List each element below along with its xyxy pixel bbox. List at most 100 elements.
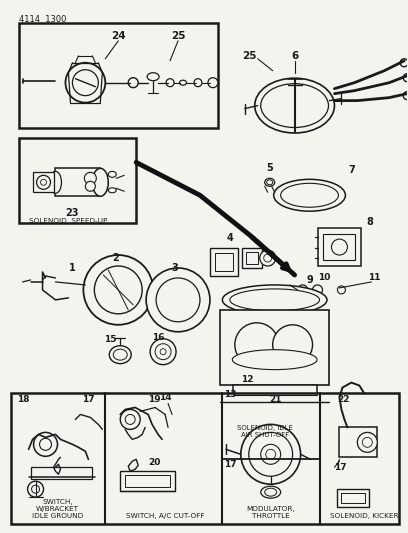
Text: 16: 16 [152, 333, 164, 342]
Text: 5: 5 [266, 163, 273, 173]
Circle shape [400, 59, 408, 67]
Circle shape [403, 74, 408, 82]
Text: 18: 18 [17, 395, 29, 404]
Bar [220, 310, 330, 385]
Ellipse shape [222, 285, 327, 315]
Circle shape [33, 432, 58, 456]
Text: 1: 1 [69, 263, 76, 273]
Text: 9: 9 [306, 275, 313, 285]
Ellipse shape [314, 295, 321, 301]
Text: 3: 3 [172, 263, 178, 273]
Text: SOLENOID, KICKER: SOLENOID, KICKER [330, 513, 399, 519]
Circle shape [85, 181, 95, 191]
Ellipse shape [92, 168, 108, 196]
Text: SWITCH, A/C CUT-OFF: SWITCH, A/C CUT-OFF [126, 513, 204, 519]
Circle shape [208, 78, 218, 87]
Circle shape [403, 92, 408, 100]
Ellipse shape [267, 180, 273, 185]
Ellipse shape [261, 486, 281, 498]
Bar [210, 248, 238, 276]
Text: 25: 25 [242, 51, 257, 61]
Circle shape [150, 339, 176, 365]
Ellipse shape [265, 488, 277, 496]
Circle shape [37, 175, 51, 189]
Circle shape [241, 424, 301, 484]
Circle shape [125, 415, 135, 424]
Circle shape [155, 344, 171, 360]
Circle shape [31, 485, 40, 493]
Circle shape [264, 254, 272, 262]
Circle shape [94, 266, 142, 314]
Circle shape [313, 285, 322, 295]
Bar [317, 228, 361, 266]
Text: SOLENOID, SPEED-UP: SOLENOID, SPEED-UP [29, 218, 108, 224]
Text: 21: 21 [270, 395, 282, 404]
Ellipse shape [281, 183, 339, 207]
Ellipse shape [108, 171, 116, 177]
Circle shape [357, 432, 377, 453]
Circle shape [146, 268, 210, 332]
Ellipse shape [255, 78, 335, 133]
Bar [11, 392, 399, 524]
Text: 13: 13 [224, 390, 236, 399]
Ellipse shape [274, 179, 346, 211]
Bar [339, 427, 377, 457]
Text: 4114  1300: 4114 1300 [19, 15, 66, 24]
Bar [337, 489, 369, 507]
Text: 20: 20 [148, 458, 160, 467]
Circle shape [194, 79, 202, 87]
Text: 4: 4 [226, 233, 233, 243]
Bar [19, 139, 136, 223]
Bar [33, 172, 55, 192]
Bar [233, 385, 317, 419]
Bar [341, 493, 365, 503]
Circle shape [331, 239, 347, 255]
Text: 2: 2 [112, 253, 119, 263]
Ellipse shape [230, 289, 319, 311]
Bar [324, 234, 355, 260]
Text: 14: 14 [159, 393, 171, 402]
Circle shape [73, 70, 98, 95]
Bar [125, 475, 170, 487]
Circle shape [362, 438, 373, 447]
Text: SOLENOID, IDLE
AIR SHUT-OFF: SOLENOID, IDLE AIR SHUT-OFF [237, 425, 293, 438]
Circle shape [40, 179, 47, 185]
Circle shape [65, 63, 105, 103]
Bar [242, 248, 262, 268]
Text: 23: 23 [66, 208, 79, 218]
Ellipse shape [265, 179, 275, 187]
Ellipse shape [113, 349, 127, 360]
Text: 24: 24 [111, 31, 126, 41]
Circle shape [128, 78, 138, 87]
Circle shape [337, 286, 346, 294]
Circle shape [40, 438, 51, 450]
Bar [31, 467, 92, 479]
Text: 10: 10 [318, 273, 330, 282]
Text: 17: 17 [82, 395, 95, 404]
Text: 25: 25 [171, 31, 185, 41]
Ellipse shape [180, 80, 186, 85]
Circle shape [266, 449, 276, 459]
Bar [120, 471, 175, 491]
Ellipse shape [147, 72, 159, 80]
Ellipse shape [261, 84, 328, 127]
Text: 17: 17 [224, 460, 237, 469]
Circle shape [297, 285, 308, 295]
Text: 7: 7 [348, 165, 355, 175]
Circle shape [261, 445, 281, 464]
Circle shape [249, 432, 293, 476]
Text: SWITCH,
W/BRACKET
IDLE GROUND: SWITCH, W/BRACKET IDLE GROUND [32, 499, 83, 519]
Bar [215, 253, 233, 271]
Text: 19: 19 [148, 395, 161, 404]
Ellipse shape [232, 350, 317, 369]
Circle shape [260, 250, 276, 266]
Bar [55, 168, 100, 196]
Circle shape [235, 323, 279, 367]
Bar [19, 23, 218, 127]
Circle shape [84, 172, 96, 184]
Text: MODULATOR,
THROTTLE: MODULATOR, THROTTLE [246, 506, 295, 519]
Bar [246, 252, 258, 264]
Circle shape [120, 409, 140, 430]
Text: 11: 11 [368, 273, 381, 282]
Ellipse shape [108, 188, 116, 193]
